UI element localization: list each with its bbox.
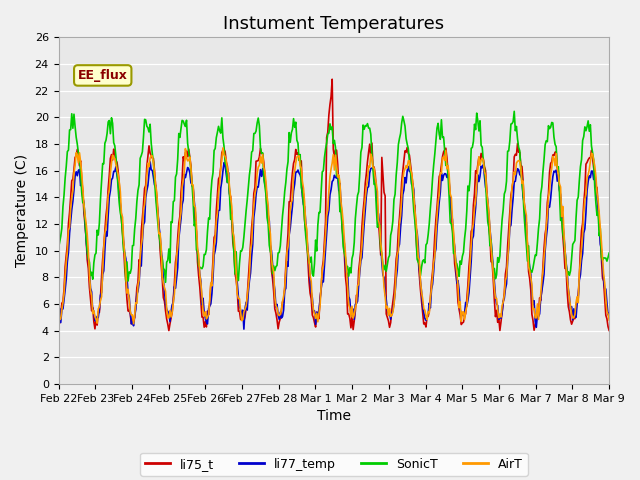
li77_temp [322, 247, 330, 252]
li75_t [165, 328, 173, 334]
AirT [385, 313, 392, 319]
li77_temp [595, 205, 602, 211]
Text: EE_flux: EE_flux [78, 69, 127, 82]
AirT [508, 183, 516, 189]
li75_t [355, 268, 362, 274]
Line: li75_t: li75_t [58, 79, 609, 331]
SonicT [605, 250, 613, 256]
li77_temp [240, 326, 248, 332]
AirT [322, 232, 330, 238]
li77_temp [605, 311, 613, 316]
AirT [219, 145, 227, 151]
AirT [54, 310, 62, 316]
li77_temp [319, 278, 326, 284]
li77_temp [147, 159, 154, 165]
SonicT [354, 192, 362, 198]
Legend: li75_t, li77_temp, SonicT, AirT: li75_t, li77_temp, SonicT, AirT [140, 453, 527, 476]
li75_t [595, 203, 602, 209]
AirT [605, 317, 613, 323]
li77_temp [385, 312, 392, 318]
SonicT [595, 209, 602, 215]
li77_temp [355, 283, 362, 288]
SonicT [54, 245, 62, 251]
SonicT [510, 108, 518, 114]
li75_t [605, 327, 613, 333]
Line: SonicT: SonicT [58, 111, 609, 282]
AirT [595, 198, 602, 204]
li75_t [385, 318, 392, 324]
AirT [130, 321, 138, 326]
li75_t [328, 76, 336, 82]
AirT [355, 282, 362, 288]
li75_t [54, 319, 62, 324]
li75_t [321, 238, 328, 244]
Title: Instument Temperatures: Instument Temperatures [223, 15, 444, 33]
X-axis label: Time: Time [317, 409, 351, 423]
SonicT [383, 262, 391, 267]
SonicT [321, 155, 328, 160]
li75_t [508, 187, 516, 192]
SonicT [162, 279, 170, 285]
Line: li77_temp: li77_temp [58, 162, 609, 329]
SonicT [507, 121, 515, 127]
li77_temp [54, 309, 62, 314]
AirT [319, 267, 326, 273]
Line: AirT: AirT [58, 148, 609, 324]
li75_t [317, 287, 325, 292]
Y-axis label: Temperature (C): Temperature (C) [15, 154, 29, 267]
SonicT [317, 189, 325, 195]
li77_temp [508, 207, 516, 213]
